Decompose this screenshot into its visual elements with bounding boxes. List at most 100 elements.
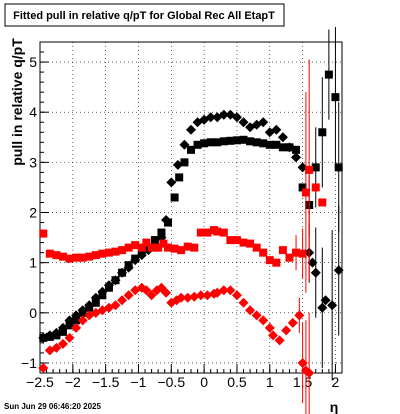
data-point-diamond (117, 267, 128, 278)
data-point-diamond (179, 139, 190, 150)
y-tick-label: 0 (29, 305, 37, 321)
data-point-square (219, 137, 228, 146)
data-point-square (45, 249, 54, 258)
data-point-diamond (258, 315, 269, 326)
data-point-square (72, 316, 81, 325)
data-point-diamond (291, 152, 302, 163)
data-point-diamond (238, 117, 249, 128)
data-point-square (200, 139, 209, 148)
x-tick-label: 1 (266, 374, 274, 390)
data-point-square (187, 145, 195, 154)
data-point-square (72, 253, 81, 262)
data-point-diamond (77, 315, 88, 326)
data-point-square (164, 243, 173, 252)
data-point-square (259, 248, 268, 257)
data-point-square (65, 254, 74, 263)
data-point-square (272, 258, 281, 267)
y-tick-label: 3 (29, 154, 37, 170)
data-point-diamond (231, 290, 242, 301)
data-point-square (305, 165, 314, 174)
data-point-diamond (64, 315, 75, 326)
data-point-square (213, 138, 222, 147)
data-point-square (265, 256, 274, 265)
title-box (4, 3, 285, 27)
data-point-square (278, 246, 287, 255)
data-point-diamond (146, 290, 157, 301)
data-point-diamond (103, 280, 114, 291)
data-point-square (183, 242, 192, 251)
data-point-square (318, 198, 327, 207)
data-point-diamond (64, 332, 75, 343)
data-point-square (239, 135, 248, 144)
data-point-square (154, 243, 163, 252)
data-point-diamond (251, 310, 262, 321)
data-point-diamond (161, 215, 172, 226)
data-point-square (311, 163, 320, 172)
data-point-square (272, 140, 281, 149)
data-point-square (246, 239, 255, 248)
x-tick-label: −1.5 (92, 374, 120, 390)
data-point-square (252, 138, 261, 147)
data-point-square (157, 228, 166, 237)
data-point-square (318, 128, 327, 137)
data-point-square (170, 244, 179, 253)
data-point-diamond (71, 322, 82, 333)
data-point-square (159, 239, 168, 248)
data-point-square (278, 143, 287, 152)
data-point-diamond (333, 265, 344, 276)
data-point-diamond (238, 297, 249, 308)
data-point-diamond (307, 257, 318, 268)
data-point-square (219, 228, 228, 237)
data-point-diamond (310, 267, 321, 278)
data-point-square (311, 183, 320, 192)
data-point-square (147, 243, 156, 252)
data-point-diamond (297, 162, 308, 173)
data-point-square (298, 183, 307, 192)
data-point-diamond (218, 285, 229, 296)
data-point-square (265, 140, 274, 149)
x-axis-title: η (330, 399, 339, 414)
data-point-square (124, 243, 133, 252)
axis-ticks (39, 41, 343, 374)
x-tick-label: 2 (332, 374, 340, 390)
data-point-square (150, 236, 159, 245)
data-point-diamond (84, 300, 95, 311)
data-point-square (203, 228, 212, 237)
data-point-diamond (284, 142, 295, 153)
data-point-diamond (161, 287, 172, 298)
data-point-diamond (166, 177, 177, 188)
data-point-diamond (90, 292, 101, 303)
data-point-square (232, 236, 241, 245)
data-point-square (58, 252, 67, 261)
data-point-diamond (231, 112, 242, 123)
y-tick-label: 1 (29, 255, 37, 271)
data-point-diamond (176, 292, 187, 303)
data-point-diamond (117, 295, 128, 306)
y-tick-label: 5 (29, 54, 37, 70)
x-tick-label: −0.5 (157, 374, 185, 390)
data-point-square (137, 243, 146, 252)
data-point-square (292, 248, 301, 257)
data-point-square (91, 251, 100, 260)
data-point-square (246, 137, 255, 146)
y-tick-label: −1 (21, 355, 37, 371)
data-point-diamond (110, 300, 121, 311)
data-point-square (196, 228, 205, 237)
data-point-diamond (136, 250, 147, 261)
data-point-diamond (130, 255, 141, 266)
data-point-square (252, 243, 261, 252)
x-tick-label: 0.5 (227, 374, 247, 390)
data-point-diamond (57, 322, 68, 333)
data-point-square (98, 249, 107, 258)
data-point-diamond (123, 262, 134, 273)
y-tick-labels: −1 0 1 2 3 4 5 (21, 54, 37, 371)
data-point-diamond (294, 310, 305, 321)
data-point-diamond (327, 300, 338, 311)
data-point-square (111, 247, 120, 256)
data-point-square (259, 139, 268, 148)
data-point-square (180, 158, 189, 167)
data-point-square (334, 163, 343, 172)
data-point-diamond (202, 290, 213, 301)
x-tick-label: −2 (65, 374, 81, 390)
